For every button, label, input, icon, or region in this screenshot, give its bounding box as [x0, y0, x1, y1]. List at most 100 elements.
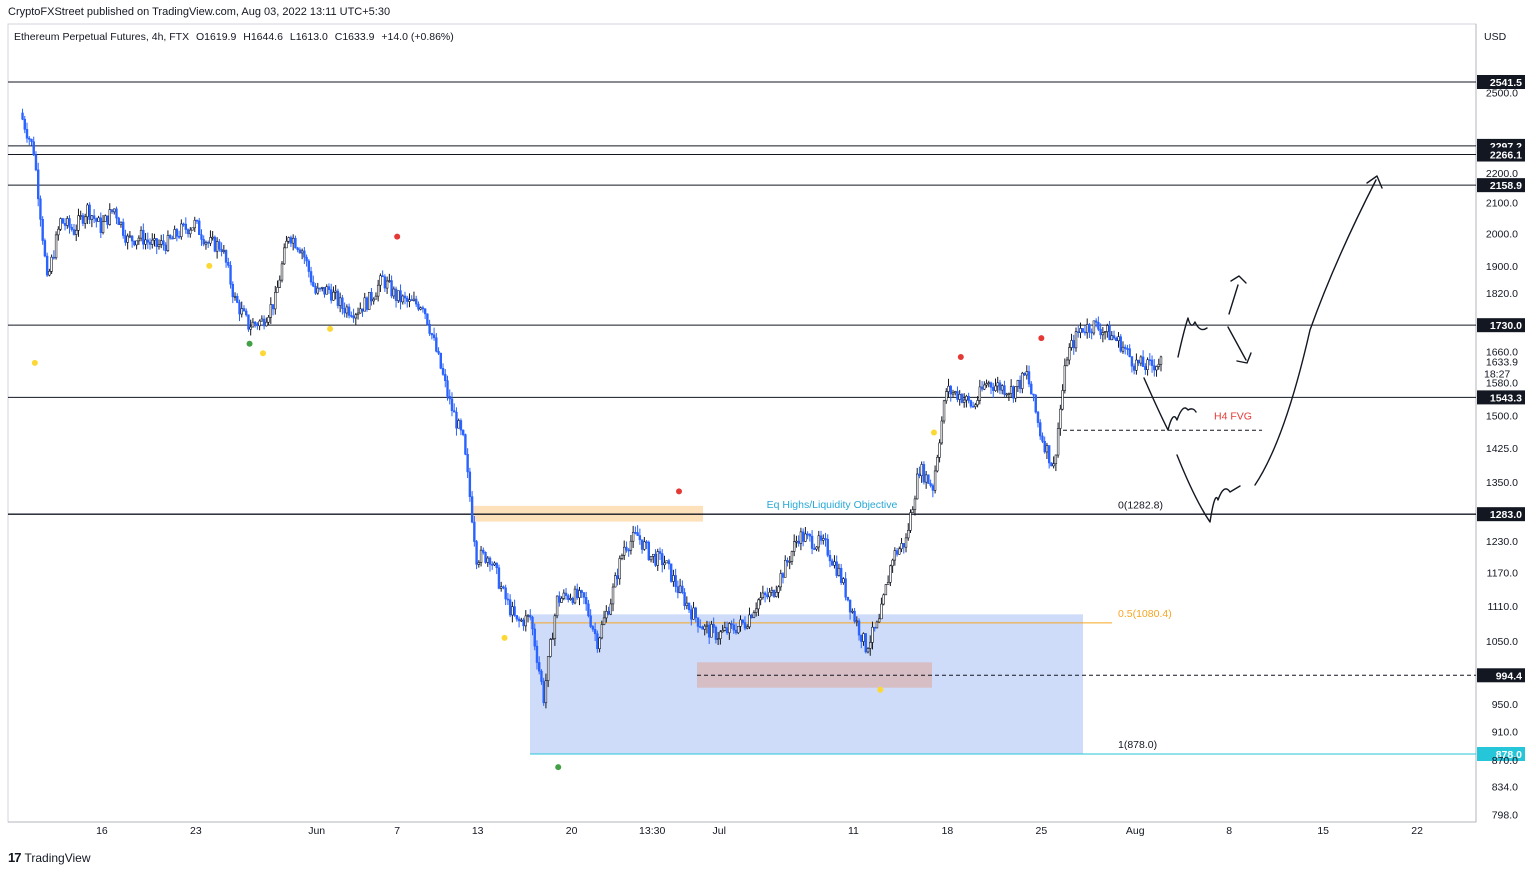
candle-body-136 — [325, 286, 328, 295]
candle-body-64 — [164, 244, 167, 252]
candle-body-325 — [748, 614, 751, 628]
candle-body-106 — [258, 320, 261, 327]
candle-body-228 — [531, 616, 534, 630]
y-tick-5: 1050.0 — [1486, 636, 1518, 648]
candle-body-249 — [578, 590, 581, 598]
candle-body-416 — [951, 392, 955, 395]
candle-body-464 — [1059, 408, 1062, 429]
candle-body-463 — [1056, 428, 1060, 456]
candle-body-153 — [363, 297, 366, 312]
tradingview-logo-icon: 17 — [8, 850, 22, 865]
candle-body-257 — [596, 633, 599, 650]
candle-body-2 — [25, 129, 29, 139]
candle-body-333 — [766, 594, 769, 598]
candle-body-234 — [544, 680, 548, 704]
fib-label-2: 1(878.0) — [1118, 739, 1157, 751]
candle-body-360 — [826, 538, 829, 556]
x-tick-8: 11 — [848, 825, 859, 837]
candle-body-111 — [269, 304, 273, 318]
candle-body-412 — [942, 400, 946, 422]
candle-body-1 — [23, 118, 26, 130]
candle-body-309 — [712, 624, 715, 628]
projection-target-path — [1254, 175, 1383, 486]
candle-body-138 — [329, 289, 333, 301]
candle-body-32 — [92, 215, 96, 219]
candle-body-65 — [166, 235, 170, 252]
candle-body-274 — [634, 532, 637, 534]
candle-body-63 — [162, 240, 165, 246]
projection-fvg-path — [1143, 377, 1197, 431]
candle-body-356 — [817, 535, 820, 548]
candle-body-506 — [1153, 365, 1156, 371]
x-tick-4: 13 — [472, 825, 484, 837]
candle-body-342 — [786, 559, 789, 563]
y-tick-6: 1110.0 — [1487, 601, 1518, 613]
candle-body-409 — [936, 457, 939, 472]
candle-body-296 — [683, 592, 686, 606]
candle-body-33 — [95, 218, 98, 222]
candle-body-399 — [913, 498, 917, 510]
candle-body-87 — [215, 241, 219, 252]
ohlc-change: +14.0 (+0.86%) — [381, 31, 454, 43]
symbol-name[interactable]: Ethereum Perpetual Futures, 4h, FTX — [14, 31, 190, 43]
footer-brand: TradingView — [24, 850, 91, 865]
candle-body-344 — [790, 551, 794, 562]
candle-body-420 — [960, 393, 964, 403]
candle-body-301 — [694, 607, 697, 619]
candle-body-299 — [690, 609, 693, 620]
candle-body-72 — [182, 223, 185, 226]
candle-body-214 — [499, 586, 503, 589]
candle-body-351 — [806, 533, 809, 536]
candle-body-491 — [1119, 336, 1122, 352]
candle-body-31 — [90, 215, 94, 220]
candle-body-322 — [741, 619, 744, 623]
candle-body-169 — [399, 290, 402, 303]
candle-body-272 — [629, 540, 633, 551]
candle-body-59 — [153, 238, 156, 241]
eq-highs-label: Eq Highs/Liquidity Objective — [767, 499, 898, 511]
candle-body-380 — [871, 626, 874, 643]
candle-body-247 — [573, 588, 577, 604]
candle-body-4 — [30, 138, 33, 143]
signal-dot-11 — [957, 354, 964, 361]
candle-body-507 — [1155, 366, 1158, 371]
candle-body-158 — [374, 295, 378, 300]
candle-body-190 — [446, 380, 449, 397]
candle-body-143 — [341, 297, 344, 309]
candle-body-256 — [593, 629, 597, 634]
candle-body-25 — [77, 215, 80, 231]
candle-body-98 — [240, 308, 243, 315]
candle-body-458 — [1045, 445, 1049, 453]
signal-dot-4 — [327, 325, 334, 332]
candle-body-269 — [623, 546, 626, 556]
candle-body-381 — [873, 626, 876, 629]
candle-body-370 — [848, 599, 852, 613]
candle-body-361 — [828, 554, 832, 562]
candle-body-35 — [99, 217, 103, 233]
y-tick-16: 2000.0 — [1486, 228, 1518, 240]
candle-body-430 — [983, 384, 986, 390]
candle-body-482 — [1099, 328, 1102, 336]
candle-body-293 — [676, 586, 680, 593]
candle-body-334 — [768, 591, 771, 598]
candle-body-478 — [1090, 331, 1093, 334]
tradingview-footer[interactable]: 17 TradingView — [8, 850, 91, 865]
candle-body-36 — [101, 221, 105, 233]
x-tick-0: 16 — [96, 825, 108, 837]
candle-body-57 — [148, 241, 152, 245]
candle-body-461 — [1052, 463, 1055, 467]
candle-body-34 — [97, 217, 100, 222]
candle-body-366 — [839, 567, 843, 583]
candle-body-3 — [28, 137, 31, 140]
candle-body-379 — [869, 642, 872, 649]
candle-body-182 — [428, 323, 431, 334]
candle-body-56 — [146, 239, 149, 243]
candle-body-417 — [954, 391, 957, 394]
candle-body-388 — [889, 565, 892, 583]
candle-body-11 — [45, 255, 49, 276]
candle-body-152 — [361, 308, 364, 312]
candle-body-202 — [473, 521, 476, 542]
candle-body-145 — [345, 306, 349, 314]
candle-body-45 — [121, 221, 125, 236]
